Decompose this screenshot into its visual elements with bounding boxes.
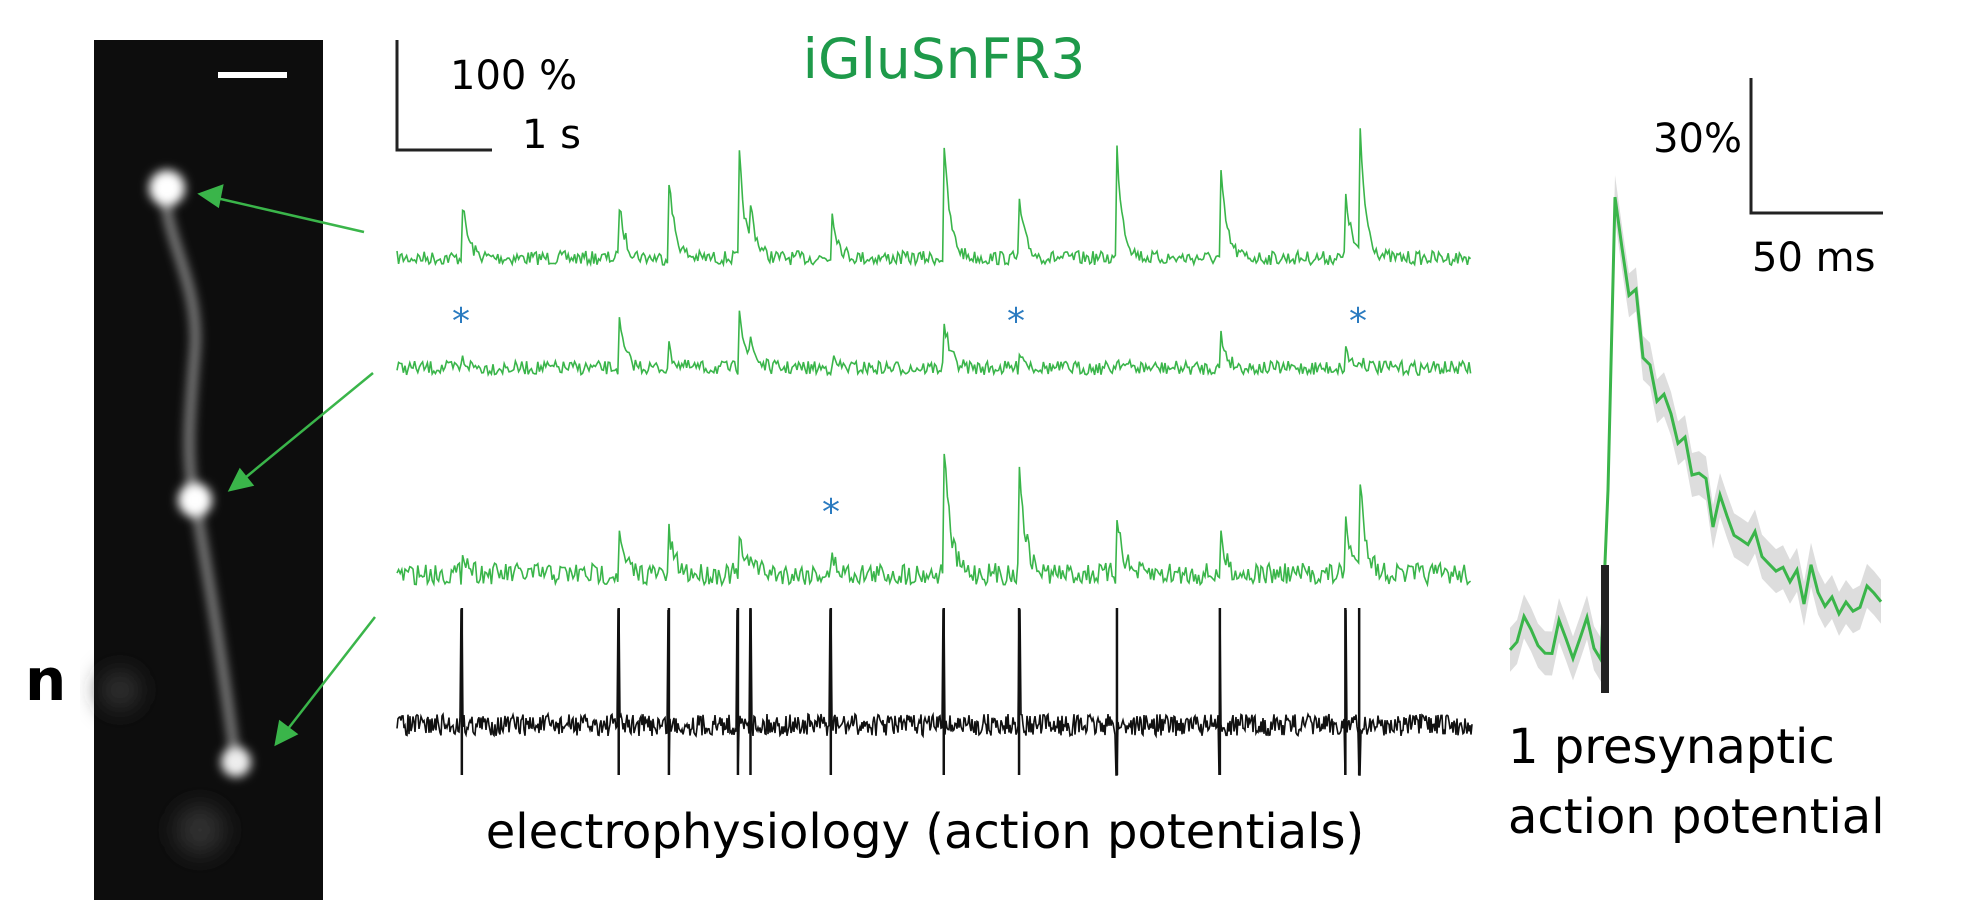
average-caption: 1 presynaptic xyxy=(1508,719,1835,775)
asterisk: * xyxy=(822,492,840,533)
neuron-image xyxy=(94,40,323,900)
ephys-trace xyxy=(396,609,1473,776)
average-caption: action potential xyxy=(1508,789,1885,845)
mean-trace xyxy=(1508,196,1883,665)
traces xyxy=(396,128,1473,776)
asterisk: * xyxy=(452,301,470,342)
panel-label: n xyxy=(25,646,66,714)
arrows xyxy=(197,184,376,747)
right-scale-bar xyxy=(1749,78,1883,215)
scale-horizontal-label: 50 ms xyxy=(1752,235,1875,281)
fluorescence-trace xyxy=(396,453,1472,588)
scale-horizontal-label: 1 s xyxy=(522,112,581,158)
average-trace xyxy=(1508,175,1883,693)
asterisk: * xyxy=(1007,301,1025,342)
fluorescence-trace xyxy=(396,128,1472,268)
stimulus-bar xyxy=(1601,565,1609,693)
asterisk: * xyxy=(1349,301,1367,342)
trace-caption: electrophysiology (action potentials) xyxy=(486,804,1364,860)
title: iGluSnFR3 xyxy=(803,27,1086,91)
scale-vertical-label: 30% xyxy=(1653,116,1742,162)
left-scale-bar xyxy=(395,40,492,152)
fluorescence-trace xyxy=(396,310,1472,377)
scale-vertical-label: 100 % xyxy=(450,53,577,99)
